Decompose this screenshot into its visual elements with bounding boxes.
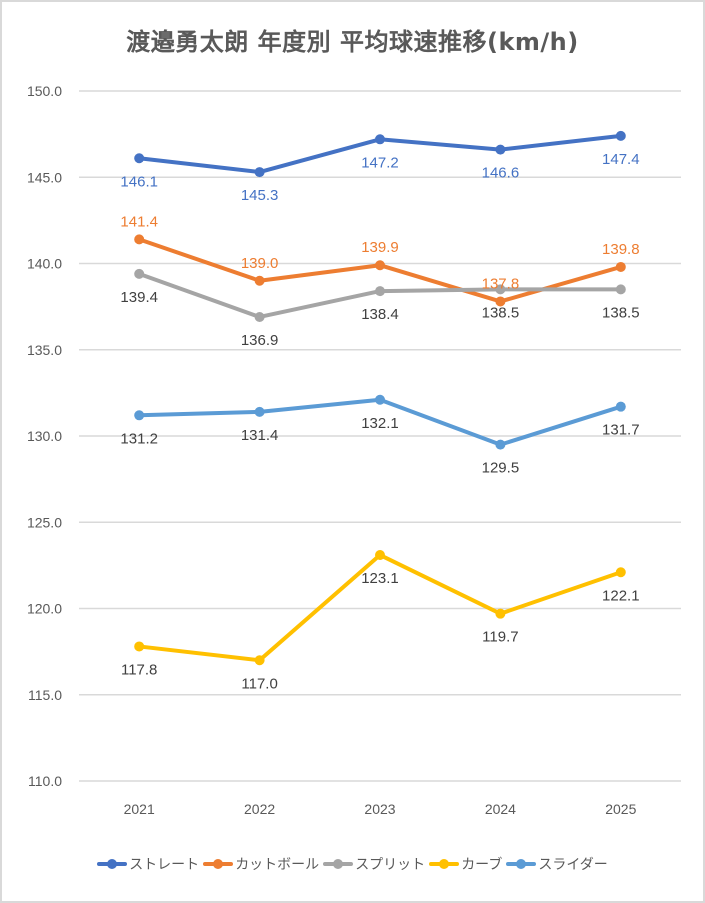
legend-line-marker-icon [203, 859, 234, 869]
data-label: 139.4 [120, 289, 158, 306]
y-tick-label: 140.0 [27, 256, 62, 272]
data-point [254, 167, 265, 178]
data-label: 141.4 [120, 213, 158, 230]
data-point [134, 410, 145, 421]
data-label: 131.2 [120, 430, 158, 447]
data-label: 145.3 [241, 187, 279, 204]
data-point [134, 153, 145, 164]
data-label: 139.8 [602, 241, 640, 258]
data-label: 147.2 [361, 154, 399, 171]
legend-item: スライダー [506, 854, 608, 874]
data-label: 139.0 [241, 255, 279, 272]
y-tick-label: 110.0 [28, 773, 62, 789]
data-point [375, 260, 385, 271]
x-tick-label: 2021 [124, 801, 155, 817]
data-label: 117.0 [241, 675, 277, 692]
y-tick-label: 135.0 [27, 342, 62, 358]
data-point [254, 406, 265, 417]
data-point [615, 130, 626, 141]
data-label: 136.9 [241, 332, 279, 349]
data-label: 146.1 [120, 173, 158, 190]
data-label: 137.8 [482, 275, 520, 292]
data-point [615, 284, 626, 295]
data-label: 131.7 [602, 422, 640, 439]
chart-title: 渡邉勇太朗 年度別 平均球速推移(km/h) [126, 28, 579, 56]
x-axis-ticks: 2021 2022 2023 2024 2025 [124, 801, 637, 817]
data-label: 146.6 [482, 165, 520, 182]
data-point [375, 286, 385, 297]
legend-label: スプリット [355, 857, 426, 873]
y-tick-label: 150.0 [27, 83, 62, 99]
data-point [254, 655, 265, 666]
legend-item: ストレート [97, 854, 199, 874]
legend-item: カットボール [203, 854, 319, 874]
data-label: 123.1 [361, 570, 399, 587]
series-2 [134, 268, 626, 322]
x-tick-label: 2023 [364, 801, 395, 817]
data-label: 132.1 [361, 415, 399, 432]
data-label: 147.4 [602, 151, 640, 168]
data-point [495, 439, 506, 450]
legend-line-marker-icon [429, 859, 460, 869]
data-label: 131.4 [241, 427, 279, 444]
x-tick-label: 2025 [605, 801, 636, 817]
y-tick-label: 145.0 [27, 169, 62, 185]
data-point [495, 296, 506, 307]
legend-line-marker-icon [323, 859, 354, 869]
series-3 [134, 550, 626, 666]
x-tick-label: 2024 [485, 801, 516, 817]
series-lines [134, 130, 626, 666]
data-label: 122.1 [602, 587, 640, 604]
legend-label: ストレート [129, 857, 200, 873]
data-label: 117.8 [121, 661, 157, 678]
data-point [134, 234, 145, 245]
data-point [615, 261, 626, 272]
x-tick-label: 2022 [244, 801, 275, 817]
series-0 [134, 130, 626, 178]
data-point [134, 641, 145, 652]
y-tick-label: 130.0 [27, 428, 62, 444]
legend-label: スライダー [538, 857, 608, 873]
data-labels: 146.1 145.3 147.2 146.6 147.4 141.4 139.0 139.9… [120, 151, 639, 692]
legend-line-marker-icon [506, 859, 537, 869]
y-tick-label: 115.0 [28, 687, 62, 703]
data-label: 139.9 [361, 239, 399, 256]
data-label: 119.7 [482, 629, 518, 646]
data-label: 138.4 [361, 306, 399, 323]
legend: ストレート カットボール スプリット カーブ スライダー [0, 854, 705, 874]
y-axis-ticks: 110.0 115.0 120.0 125.0 130.0 135.0 140.0 145.0… [27, 83, 62, 789]
y-tick-label: 120.0 [27, 601, 62, 617]
data-point [134, 268, 145, 279]
legend-label: カットボール [235, 857, 320, 873]
series-4 [134, 394, 626, 450]
legend-item: カーブ [429, 854, 502, 874]
legend-item: スプリット [323, 854, 425, 874]
y-tick-label: 125.0 [27, 514, 62, 530]
data-point [254, 275, 265, 286]
data-point [375, 394, 385, 405]
data-label: 138.5 [482, 304, 520, 321]
gridlines [79, 90, 681, 782]
legend-label: カーブ [461, 857, 503, 873]
data-point [615, 567, 626, 578]
data-point [495, 284, 506, 295]
data-point [495, 608, 506, 619]
data-point [254, 311, 265, 322]
data-point [615, 401, 626, 412]
data-point [495, 144, 506, 155]
data-point [375, 550, 385, 561]
data-label: 138.5 [602, 304, 640, 321]
data-label: 129.5 [482, 460, 520, 477]
legend-line-marker-icon [97, 859, 128, 869]
data-point [375, 134, 385, 145]
